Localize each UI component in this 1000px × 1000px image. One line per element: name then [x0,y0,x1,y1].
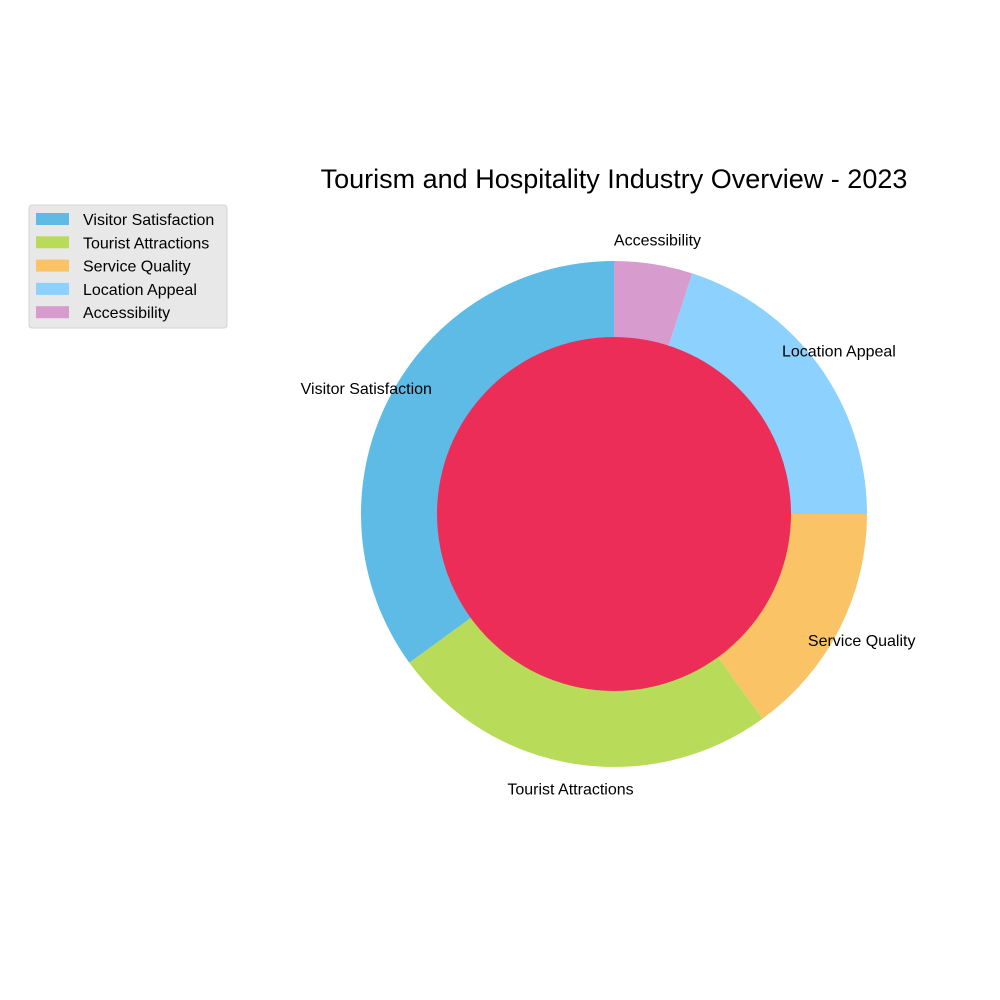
donut-center-circle [437,337,791,691]
slice-label-accessibility: Accessibility [614,232,701,249]
slice-label-visitor-satisfaction: Visitor Satisfaction [301,381,432,398]
legend: Visitor Satisfaction Tourist Attractions S… [28,204,228,329]
legend-swatch-accessibility [36,306,69,319]
legend-swatch-service-quality [36,259,69,272]
legend-swatch-tourist-attractions [36,236,69,249]
legend-swatch-visitor-satisfaction [36,213,69,225]
slice-label-tourist-attractions: Tourist Attractions [507,782,633,799]
legend-label-location-appeal: Location Appeal [83,282,197,299]
legend-label-accessibility: Accessibility [83,305,170,322]
legend-label-visitor-satisfaction: Visitor Satisfaction [83,212,214,229]
legend-box [28,204,228,329]
slice-labels: Visitor Satisfaction Tourist Attractions S… [301,232,916,798]
legend-label-tourist-attractions: Tourist Attractions [83,235,209,252]
chart-title: Tourism and Hospitality Industry Overvie… [321,164,908,194]
legend-label-service-quality: Service Quality [83,259,191,276]
slice-label-location-appeal: Location Appeal [782,344,896,361]
legend-swatch-location-appeal [36,282,69,295]
slice-label-service-quality: Service Quality [808,633,916,650]
